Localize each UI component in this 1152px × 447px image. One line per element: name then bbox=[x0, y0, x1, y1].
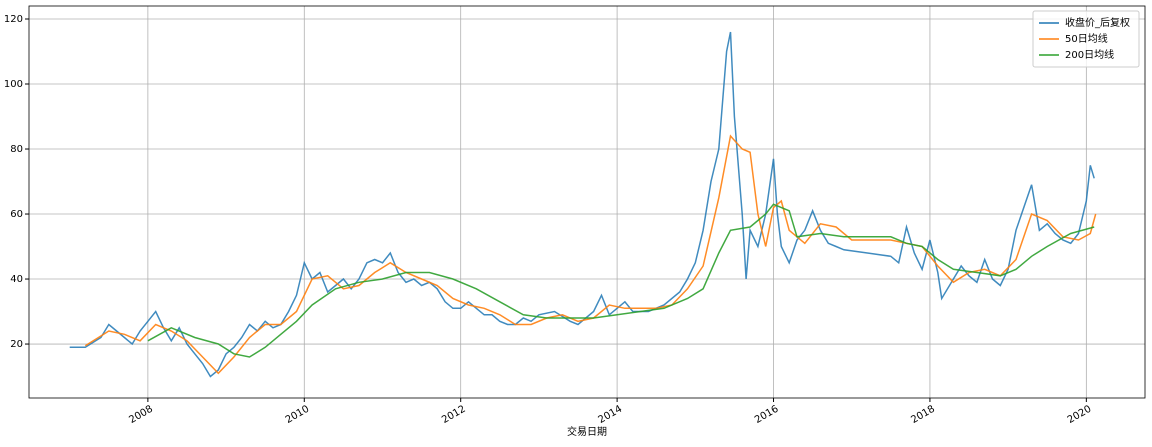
y-tick-label: 100 bbox=[4, 79, 23, 90]
legend-label: 收盘价_后复权 bbox=[1065, 16, 1130, 29]
legend-box bbox=[1032, 10, 1140, 68]
x-tick-label: 2020 bbox=[1066, 404, 1094, 426]
x-tick-label: 2018 bbox=[909, 404, 937, 426]
y-tick-label: 20 bbox=[10, 339, 23, 350]
legend-label: 50日均线 bbox=[1065, 32, 1108, 45]
legend-label: 200日均线 bbox=[1065, 48, 1114, 61]
series-line bbox=[84, 134, 1097, 375]
x-tick-label: 2012 bbox=[440, 404, 468, 426]
x-tick-label: 2016 bbox=[753, 404, 781, 426]
y-tick-label: 40 bbox=[10, 274, 23, 285]
y-tick-label: 120 bbox=[4, 14, 23, 25]
x-axis-label: 交易日期 bbox=[567, 425, 607, 438]
y-tick-label: 60 bbox=[10, 209, 23, 220]
y-tick-label: 80 bbox=[10, 144, 23, 155]
series-line bbox=[69, 31, 1095, 378]
series-line bbox=[147, 203, 1095, 358]
x-tick-label: 2010 bbox=[284, 404, 312, 426]
plot-frame bbox=[28, 5, 1146, 399]
x-tick-label: 2014 bbox=[597, 404, 625, 426]
x-tick-label: 2008 bbox=[127, 404, 155, 426]
